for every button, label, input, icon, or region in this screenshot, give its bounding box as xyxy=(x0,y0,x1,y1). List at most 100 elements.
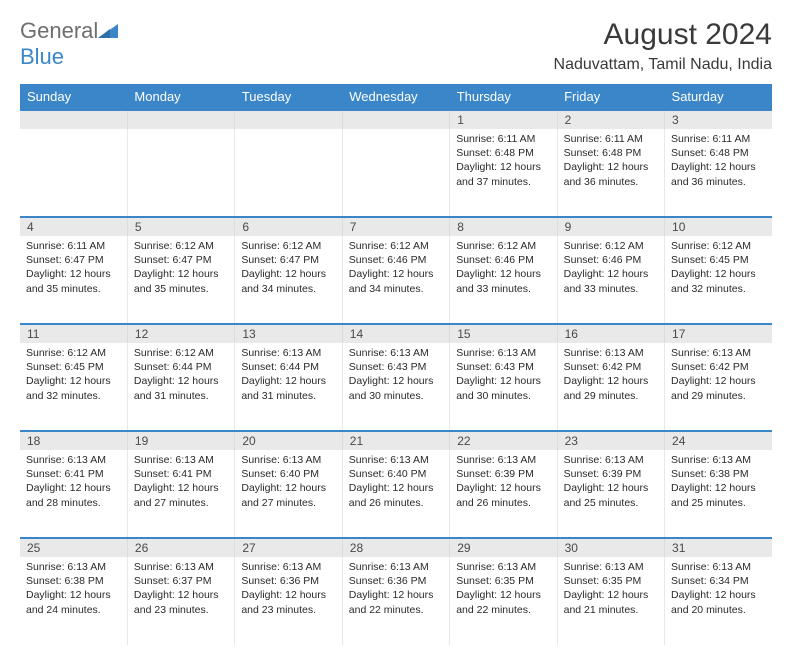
daylight-line: Daylight: 12 hours and 33 minutes. xyxy=(564,267,658,295)
daylight-line: Daylight: 12 hours and 27 minutes. xyxy=(134,481,228,509)
day-header-cell: Thursday xyxy=(450,84,557,110)
daylight-line: Daylight: 12 hours and 34 minutes. xyxy=(241,267,335,295)
daynum-cell: 19 xyxy=(127,431,234,450)
sunrise-line: Sunrise: 6:12 AM xyxy=(134,346,228,360)
daylight-line: Daylight: 12 hours and 34 minutes. xyxy=(349,267,443,295)
sunrise-line: Sunrise: 6:13 AM xyxy=(134,453,228,467)
sunrise-line: Sunrise: 6:13 AM xyxy=(241,346,335,360)
sunset-line: Sunset: 6:44 PM xyxy=(134,360,228,374)
sunset-line: Sunset: 6:43 PM xyxy=(456,360,550,374)
daynum-cell: 3 xyxy=(665,110,772,129)
daynum-row: 45678910 xyxy=(20,217,772,236)
sunset-line: Sunset: 6:48 PM xyxy=(671,146,766,160)
day-cell: Sunrise: 6:13 AMSunset: 6:35 PMDaylight:… xyxy=(557,557,664,645)
daynum-cell: 2 xyxy=(557,110,664,129)
daynum-cell: 22 xyxy=(450,431,557,450)
daylight-line: Daylight: 12 hours and 36 minutes. xyxy=(564,160,658,188)
daylight-line: Daylight: 12 hours and 36 minutes. xyxy=(671,160,766,188)
day-cell: Sunrise: 6:13 AMSunset: 6:40 PMDaylight:… xyxy=(235,450,342,538)
daynum-cell xyxy=(342,110,449,129)
daylight-line: Daylight: 12 hours and 33 minutes. xyxy=(456,267,550,295)
sunrise-line: Sunrise: 6:13 AM xyxy=(456,560,550,574)
daynum-cell: 8 xyxy=(450,217,557,236)
location: Naduvattam, Tamil Nadu, India xyxy=(554,56,772,74)
daylight-line: Daylight: 12 hours and 25 minutes. xyxy=(671,481,766,509)
daynum-row: 18192021222324 xyxy=(20,431,772,450)
day-cell: Sunrise: 6:13 AMSunset: 6:40 PMDaylight:… xyxy=(342,450,449,538)
month-title: August 2024 xyxy=(554,18,772,52)
daynum-cell: 16 xyxy=(557,324,664,343)
day-cell: Sunrise: 6:13 AMSunset: 6:41 PMDaylight:… xyxy=(20,450,127,538)
day-cell xyxy=(342,129,449,217)
daynum-cell: 23 xyxy=(557,431,664,450)
sunrise-line: Sunrise: 6:12 AM xyxy=(241,239,335,253)
daynum-cell xyxy=(20,110,127,129)
sunrise-line: Sunrise: 6:13 AM xyxy=(671,453,766,467)
sunset-line: Sunset: 6:34 PM xyxy=(671,574,766,588)
daylight-line: Daylight: 12 hours and 27 minutes. xyxy=(241,481,335,509)
daylight-line: Daylight: 12 hours and 30 minutes. xyxy=(349,374,443,402)
daynum-cell: 20 xyxy=(235,431,342,450)
sunrise-line: Sunrise: 6:13 AM xyxy=(456,453,550,467)
day-cell: Sunrise: 6:13 AMSunset: 6:43 PMDaylight:… xyxy=(342,343,449,431)
daylight-line: Daylight: 12 hours and 35 minutes. xyxy=(134,267,228,295)
daylight-line: Daylight: 12 hours and 21 minutes. xyxy=(564,588,658,616)
sunset-line: Sunset: 6:46 PM xyxy=(564,253,658,267)
sunrise-line: Sunrise: 6:13 AM xyxy=(134,560,228,574)
logo-text-gray: General xyxy=(20,18,98,43)
header: General Blue August 2024 Naduvattam, Tam… xyxy=(20,18,772,74)
daynum-cell: 25 xyxy=(20,538,127,557)
day-cell xyxy=(20,129,127,217)
week-row: Sunrise: 6:11 AMSunset: 6:48 PMDaylight:… xyxy=(20,129,772,217)
daynum-cell: 27 xyxy=(235,538,342,557)
sunrise-line: Sunrise: 6:13 AM xyxy=(26,453,121,467)
day-cell: Sunrise: 6:13 AMSunset: 6:39 PMDaylight:… xyxy=(557,450,664,538)
day-cell: Sunrise: 6:12 AMSunset: 6:47 PMDaylight:… xyxy=(127,236,234,324)
sunrise-line: Sunrise: 6:13 AM xyxy=(349,560,443,574)
day-cell: Sunrise: 6:11 AMSunset: 6:48 PMDaylight:… xyxy=(665,129,772,217)
sunrise-line: Sunrise: 6:13 AM xyxy=(564,346,658,360)
sunrise-line: Sunrise: 6:11 AM xyxy=(671,132,766,146)
day-cell: Sunrise: 6:13 AMSunset: 6:34 PMDaylight:… xyxy=(665,557,772,645)
daylight-line: Daylight: 12 hours and 31 minutes. xyxy=(241,374,335,402)
daylight-line: Daylight: 12 hours and 22 minutes. xyxy=(456,588,550,616)
sunset-line: Sunset: 6:47 PM xyxy=(26,253,121,267)
daynum-row: 11121314151617 xyxy=(20,324,772,343)
daynum-cell: 29 xyxy=(450,538,557,557)
daynum-cell: 4 xyxy=(20,217,127,236)
day-cell: Sunrise: 6:12 AMSunset: 6:46 PMDaylight:… xyxy=(557,236,664,324)
sunset-line: Sunset: 6:46 PM xyxy=(349,253,443,267)
daynum-cell: 10 xyxy=(665,217,772,236)
daylight-line: Daylight: 12 hours and 23 minutes. xyxy=(241,588,335,616)
day-cell: Sunrise: 6:12 AMSunset: 6:45 PMDaylight:… xyxy=(20,343,127,431)
sunrise-line: Sunrise: 6:12 AM xyxy=(26,346,121,360)
daynum-cell: 28 xyxy=(342,538,449,557)
sunset-line: Sunset: 6:37 PM xyxy=(134,574,228,588)
logo: General Blue xyxy=(20,18,118,70)
sunset-line: Sunset: 6:40 PM xyxy=(349,467,443,481)
sunset-line: Sunset: 6:39 PM xyxy=(456,467,550,481)
daynum-cell: 24 xyxy=(665,431,772,450)
sunrise-line: Sunrise: 6:12 AM xyxy=(671,239,766,253)
daylight-line: Daylight: 12 hours and 25 minutes. xyxy=(564,481,658,509)
sunset-line: Sunset: 6:35 PM xyxy=(564,574,658,588)
sunset-line: Sunset: 6:47 PM xyxy=(134,253,228,267)
daylight-line: Daylight: 12 hours and 28 minutes. xyxy=(26,481,121,509)
day-header-cell: Tuesday xyxy=(235,84,342,110)
daynum-row: 25262728293031 xyxy=(20,538,772,557)
daynum-cell: 12 xyxy=(127,324,234,343)
sunrise-line: Sunrise: 6:12 AM xyxy=(456,239,550,253)
daynum-cell: 9 xyxy=(557,217,664,236)
day-cell: Sunrise: 6:12 AMSunset: 6:46 PMDaylight:… xyxy=(450,236,557,324)
sunset-line: Sunset: 6:41 PM xyxy=(134,467,228,481)
sunset-line: Sunset: 6:38 PM xyxy=(26,574,121,588)
day-cell: Sunrise: 6:13 AMSunset: 6:39 PMDaylight:… xyxy=(450,450,557,538)
daynum-cell: 13 xyxy=(235,324,342,343)
sunset-line: Sunset: 6:35 PM xyxy=(456,574,550,588)
day-cell: Sunrise: 6:12 AMSunset: 6:44 PMDaylight:… xyxy=(127,343,234,431)
daynum-cell: 15 xyxy=(450,324,557,343)
day-cell: Sunrise: 6:12 AMSunset: 6:45 PMDaylight:… xyxy=(665,236,772,324)
sunrise-line: Sunrise: 6:13 AM xyxy=(671,560,766,574)
sunset-line: Sunset: 6:36 PM xyxy=(241,574,335,588)
daylight-line: Daylight: 12 hours and 32 minutes. xyxy=(26,374,121,402)
